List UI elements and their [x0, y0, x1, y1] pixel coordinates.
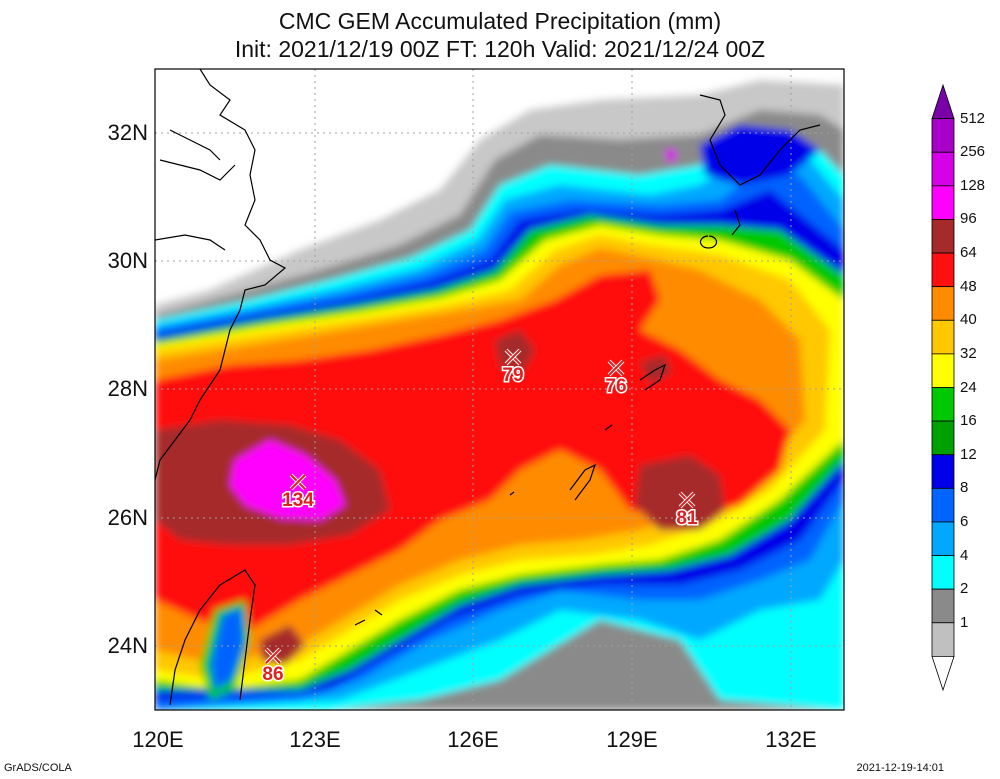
colorbar-level-label: 8: [960, 479, 969, 497]
max-marker: 86: [261, 647, 285, 687]
max-markers: 134 79 76 81 86: [261, 348, 699, 687]
lon-label-126e: 126E: [447, 727, 499, 752]
colorbar-segment: [931, 521, 955, 556]
max-marker-value: 81: [676, 508, 698, 529]
colorbar-segment: [931, 219, 955, 254]
colorbar-level-label: 256: [960, 143, 986, 161]
colorbar-segment: [931, 83, 955, 120]
colorbar-level-label: 96: [960, 210, 977, 228]
colorbar-level-label: 64: [960, 244, 977, 262]
colorbar-level-label: 40: [960, 311, 977, 329]
colorbar-segment: [931, 588, 955, 624]
colorbar-segment: [931, 487, 955, 523]
chart-title: CMC GEM Accumulated Precipitation (mm): [278, 8, 722, 34]
colorbar: [931, 83, 955, 692]
credit-timestamp: 2021-12-19-14:01: [856, 762, 944, 774]
lat-label-28n: 28N: [107, 376, 148, 401]
coastlines: [155, 69, 821, 706]
colorbar-level-label: 48: [960, 277, 977, 295]
lon-label-132e: 132E: [765, 727, 817, 752]
max-marker-value: 76: [605, 376, 626, 397]
colorbar-segment: [931, 319, 955, 355]
lat-label-32n: 32N: [107, 120, 148, 145]
max-marker: 134: [281, 473, 316, 513]
colorbar-segment: [931, 252, 955, 288]
max-marker-value: 86: [262, 664, 283, 685]
lon-label-123e: 123E: [289, 727, 341, 752]
colorbar-level-label: 4: [960, 546, 969, 564]
lat-label-24n: 24N: [107, 633, 148, 658]
precip-field: [155, 69, 844, 710]
colorbar-segment: [931, 622, 955, 657]
colorbar-segment: [931, 454, 955, 489]
colorbar-segment: [931, 118, 955, 153]
max-marker: 79: [501, 348, 525, 388]
colorbar-level-label: 512: [960, 109, 986, 127]
max-marker-value: 79: [502, 365, 523, 386]
colorbar-level-label: 16: [960, 412, 977, 430]
max-marker-value: 134: [282, 490, 314, 511]
colorbar-level-label: 128: [960, 176, 986, 194]
colorbar-level-label: 1: [960, 613, 969, 631]
chart-subtitle: Init: 2021/12/19 00Z FT: 120h Valid: 202…: [234, 36, 766, 62]
lat-label-30n: 30N: [107, 248, 148, 273]
colorbar-level-label: 24: [960, 378, 977, 396]
graticule: [155, 69, 844, 710]
max-marker: 76: [604, 359, 628, 399]
colorbar-segment: [931, 555, 955, 590]
colorbar-segment: [931, 286, 955, 321]
lon-label-129e: 129E: [606, 727, 658, 752]
colorbar-segment: [931, 420, 955, 456]
colorbar-segment: [931, 185, 955, 220]
credit-grads: GrADS/COLA: [4, 762, 72, 774]
colorbar-level-label: 2: [960, 580, 969, 598]
max-marker: 81: [675, 491, 699, 531]
lon-label-120e: 120E: [132, 727, 184, 752]
colorbar-level-label: 32: [960, 344, 977, 362]
colorbar-level-label: 6: [960, 512, 969, 530]
colorbar-segment: [931, 151, 955, 187]
lat-label-26n: 26N: [107, 505, 148, 530]
colorbar-segment: [931, 387, 955, 422]
colorbar-segment: [931, 655, 955, 692]
colorbar-level-label: 12: [960, 445, 977, 463]
colorbar-segment: [931, 353, 955, 388]
